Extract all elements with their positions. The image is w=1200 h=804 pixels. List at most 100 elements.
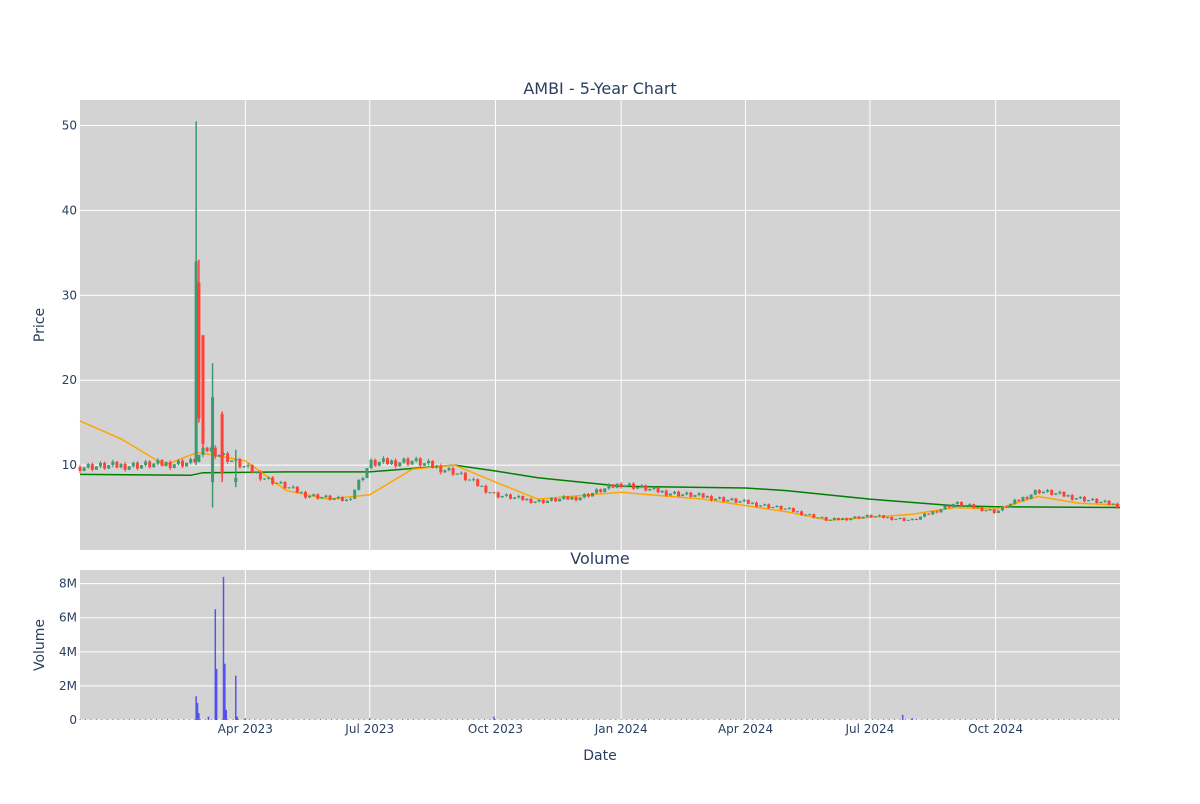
price-candle-body bbox=[254, 471, 258, 473]
volume-bar bbox=[112, 718, 114, 720]
price-candle-body bbox=[168, 462, 172, 468]
price-candle-body bbox=[644, 485, 648, 491]
price-candle-body bbox=[283, 482, 287, 489]
volume-bar bbox=[669, 718, 671, 720]
volume-bar bbox=[489, 718, 491, 720]
price-candle-body bbox=[521, 495, 525, 501]
price-candle-body bbox=[1078, 496, 1082, 499]
price-candle-body bbox=[164, 462, 168, 466]
price-y-tick-label: 10 bbox=[62, 458, 77, 472]
volume-bar bbox=[735, 718, 737, 720]
price-candle-body bbox=[217, 454, 221, 457]
volume-bar bbox=[806, 718, 808, 720]
price-candle-body bbox=[250, 465, 254, 473]
price-candle-body bbox=[414, 458, 418, 461]
volume-y-tick-label: 0 bbox=[69, 713, 77, 727]
volume-bar bbox=[751, 718, 753, 720]
price-candle-body bbox=[582, 493, 586, 498]
price-candle-body bbox=[783, 508, 787, 510]
price-candle-body bbox=[832, 518, 836, 520]
price-candle-body bbox=[455, 473, 459, 475]
price-candle-body bbox=[590, 492, 594, 497]
price-candle-body bbox=[275, 482, 279, 484]
volume-bar bbox=[1041, 718, 1043, 720]
price-candle-body bbox=[857, 516, 861, 519]
volume-bar bbox=[926, 718, 928, 720]
price-candle-body bbox=[697, 493, 701, 496]
price-candle-body bbox=[496, 492, 500, 498]
volume-bar bbox=[314, 718, 316, 720]
date-x-tick-label: Apr 2023 bbox=[218, 722, 273, 736]
price-candle-body bbox=[488, 492, 492, 494]
volume-bar bbox=[828, 718, 830, 720]
price-candle-body bbox=[566, 496, 570, 500]
price-candle-body bbox=[976, 507, 980, 509]
volume-bar bbox=[740, 718, 742, 720]
volume-bar bbox=[866, 718, 868, 720]
volume-bar bbox=[762, 718, 764, 720]
volume-bar bbox=[145, 718, 147, 720]
price-candle-body bbox=[194, 261, 198, 461]
price-candle-body bbox=[771, 506, 775, 509]
volume-bar bbox=[467, 718, 469, 720]
price-candle-body bbox=[1111, 503, 1115, 505]
price-candle-body bbox=[537, 500, 541, 502]
price-candle-body bbox=[467, 479, 471, 481]
volume-bar bbox=[795, 718, 797, 720]
price-candle-body bbox=[291, 486, 295, 488]
price-candles bbox=[78, 121, 1119, 522]
price-candle-body bbox=[640, 485, 644, 488]
volume-bar bbox=[341, 718, 343, 720]
volume-bar bbox=[981, 718, 983, 720]
volume-bar bbox=[511, 718, 513, 720]
volume-bar bbox=[883, 718, 885, 720]
volume-bar bbox=[855, 718, 857, 720]
price-candle-body bbox=[123, 463, 127, 470]
price-candle-body bbox=[1107, 500, 1111, 505]
price-candle-body bbox=[845, 518, 849, 521]
volume-bar bbox=[205, 718, 207, 720]
volume-bar bbox=[1058, 718, 1060, 720]
price-candle-body bbox=[804, 514, 808, 516]
price-candle-body bbox=[677, 491, 681, 497]
volume-bar bbox=[238, 718, 240, 720]
price-candle-body bbox=[947, 505, 951, 508]
volume-bar bbox=[894, 718, 896, 720]
price-candle-body bbox=[558, 498, 562, 502]
price-candle-body bbox=[865, 514, 869, 517]
price-candle-body bbox=[1087, 499, 1091, 502]
price-candle-body bbox=[303, 491, 307, 498]
price-candle-body bbox=[763, 504, 767, 506]
price-candle-body bbox=[939, 509, 943, 513]
volume-bar bbox=[391, 718, 393, 720]
price-candle-body bbox=[185, 462, 189, 467]
price-candle-body bbox=[517, 495, 521, 498]
price-candle-body bbox=[422, 463, 426, 466]
price-candle-body bbox=[1070, 495, 1074, 500]
price-candle-body bbox=[726, 499, 730, 502]
volume-y-tick-label: 2M bbox=[59, 679, 77, 693]
price-candle-body bbox=[1009, 503, 1013, 508]
volume-bar bbox=[746, 718, 748, 720]
date-axis-title: Date bbox=[583, 748, 616, 764]
volume-bar bbox=[965, 718, 967, 720]
volume-bar bbox=[79, 718, 81, 720]
price-candle-body bbox=[418, 458, 422, 466]
volume-bar bbox=[309, 718, 311, 720]
volume-bar bbox=[948, 718, 950, 720]
price-candle-body bbox=[545, 500, 549, 503]
price-candle-body bbox=[841, 518, 845, 520]
volume-bar bbox=[1096, 718, 1098, 720]
volume-bar bbox=[418, 718, 420, 720]
price-candle-body bbox=[693, 495, 697, 497]
price-candle-body bbox=[504, 494, 508, 496]
volume-bar bbox=[336, 718, 338, 720]
price-candle-body bbox=[373, 459, 377, 466]
price-candle-body bbox=[1082, 496, 1086, 502]
volume-bar bbox=[1014, 718, 1016, 720]
volume-bar bbox=[325, 718, 327, 720]
volume-bar bbox=[1047, 718, 1049, 720]
price-y-tick-label: 20 bbox=[62, 373, 77, 387]
price-candle-body bbox=[824, 517, 828, 521]
price-candle-body bbox=[357, 480, 361, 490]
